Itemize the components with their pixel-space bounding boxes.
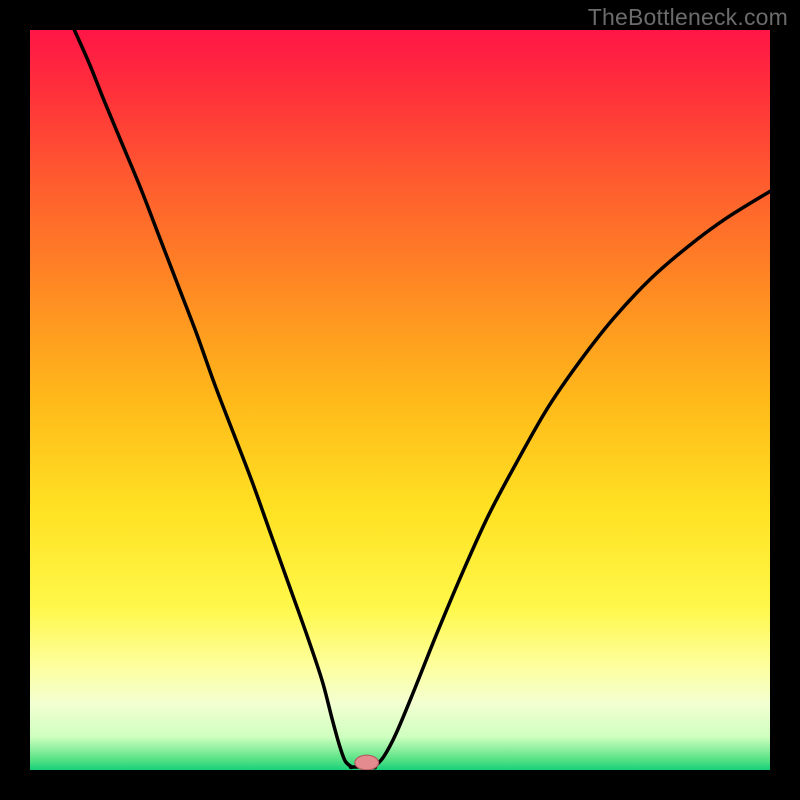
watermark-text: TheBottleneck.com [588,4,788,31]
bottleneck-chart [30,30,770,770]
figure-outer: TheBottleneck.com [0,0,800,800]
optimum-marker [355,755,379,770]
gradient-background [30,30,770,770]
plot-area [30,30,770,770]
